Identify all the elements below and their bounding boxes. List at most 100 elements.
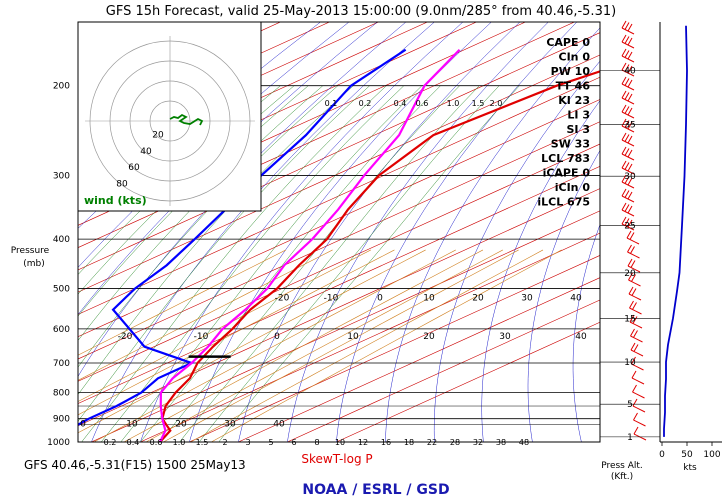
hodograph-trace	[169, 113, 204, 126]
isotherm	[78, 143, 600, 382]
bottom-mixing-ratio-label: 32	[473, 438, 483, 447]
wind-barb	[633, 419, 646, 427]
mixing-ratio-label: 1.5	[472, 99, 485, 108]
wind-barb-flag	[627, 244, 632, 253]
isotherm	[78, 54, 600, 293]
index-pw: PW 10	[551, 65, 591, 78]
wind-barb-flag	[627, 65, 633, 74]
mixing-ratio-line	[162, 249, 519, 442]
bottom-mixing-ratio-label: 28	[450, 438, 460, 447]
wind-barb-flag	[630, 328, 635, 337]
index-ki: KI 23	[558, 94, 590, 107]
altitude-tick-label: 20	[624, 269, 636, 279]
pressure-tick-label: 800	[53, 389, 70, 399]
wind-barb-flag	[627, 51, 633, 60]
bottom-mixing-ratio-label: 2	[222, 438, 227, 447]
bottom-mixing-ratio-label: 1.5	[196, 438, 209, 447]
wind-barb	[627, 251, 640, 259]
bottom-mixing-ratio-label: 3	[245, 438, 250, 447]
mixing-ratio-label: 0.4	[394, 99, 407, 108]
wind-barb-flag	[624, 78, 630, 86]
hodograph-ring-label: 20	[152, 130, 164, 140]
bottom-mixing-ratio-label: 0.4	[127, 438, 140, 447]
footer-diagram-name: SkewT-log P	[301, 452, 372, 466]
credit-label: NOAA / ESRL / GSD	[302, 482, 449, 498]
isotherm	[286, 299, 600, 442]
pressure-tick-label: 1000	[47, 438, 70, 448]
bottom-mixing-ratio-label: 10	[335, 438, 345, 447]
isotherm	[78, 22, 429, 182]
wind-barb-flag	[629, 300, 634, 309]
wind-barb-flag	[627, 191, 633, 200]
wind-barb-flag	[621, 188, 627, 197]
mixing-ratio-label: 2.0	[490, 99, 503, 108]
isotherm	[335, 321, 600, 442]
wind-barb-flag	[632, 316, 638, 324]
wind-barb-flag	[621, 34, 627, 43]
altitude-tick-label: 40	[624, 67, 636, 77]
pressure-tick-label: 200	[53, 82, 70, 92]
side-temperature-label: 0	[274, 332, 280, 342]
wind-barb-flag	[628, 272, 633, 281]
mixing-ratio-line	[210, 249, 562, 442]
wind-barb	[632, 391, 645, 399]
index-cin: CIn 0	[559, 51, 591, 64]
side-temperature-label: 30	[499, 332, 511, 342]
mixing-ratio-line	[78, 249, 426, 434]
side-temperature-label: 40	[575, 332, 587, 342]
mixing-ratio-line	[93, 249, 456, 442]
lower-temperature-tick-label: 20	[175, 420, 187, 430]
dewpoint-trace	[78, 48, 407, 426]
bottom-mixing-ratio-label: 48	[519, 438, 529, 447]
dry-adiabat	[660, 22, 722, 453]
wind-barb	[628, 293, 642, 301]
bottom-mixing-ratio-label: 0.6	[150, 438, 163, 447]
pressure-tick-label: 500	[53, 285, 70, 295]
wind-barb-flag	[627, 107, 633, 116]
dry-adiabat	[433, 60, 600, 442]
wind-barb-flag	[621, 146, 627, 155]
altitude-tick-label: 25	[624, 221, 635, 231]
wind-barb-flag	[624, 22, 630, 30]
lower-temperature-tick-label: 0	[80, 420, 86, 430]
wind-barb-flag	[631, 274, 636, 282]
altitude-tick-label: 35	[624, 121, 635, 131]
dry-adiabat	[617, 22, 722, 453]
pressure-tick-label: 400	[53, 235, 70, 245]
wind-barb-flag	[624, 92, 630, 100]
bottom-mixing-ratio-label: 22	[427, 438, 437, 447]
wind-barb-flag	[621, 132, 627, 141]
isotherm	[78, 22, 478, 204]
lower-temperature-tick-label: 10	[126, 420, 138, 430]
side-temperature-label: 20	[423, 332, 435, 342]
pressure-axis-label: Pressure (mb)	[11, 246, 50, 269]
wind-barb-flag	[621, 202, 627, 211]
hodograph-ring-label: 40	[140, 147, 152, 157]
wind-barb-flag	[627, 149, 633, 158]
speed-unit-label: kts	[683, 463, 697, 473]
altitude-tick-label: 1	[627, 433, 633, 443]
wind-barb-flag	[624, 204, 630, 212]
mixing-ratio-label: 0.6	[416, 99, 429, 108]
wind-barb-flag	[621, 216, 627, 225]
temperature-tick-label: 0	[377, 294, 383, 304]
wind-barb-flag	[624, 148, 630, 156]
pressure-tick-label: 900	[53, 415, 70, 425]
wind-barbs	[621, 20, 647, 441]
wind-barb-flag	[626, 230, 632, 239]
isotherm	[78, 188, 600, 427]
index-icape: iCAPE 0	[543, 167, 591, 180]
wind-barb-flag	[630, 342, 636, 351]
temperature-tick-label: 30	[521, 294, 533, 304]
altitude-tick-label: 5	[627, 400, 633, 410]
lower-temperature-tick-label: 40	[273, 420, 285, 430]
temperature-trace	[159, 70, 600, 442]
speed-tick-label: 50	[681, 450, 693, 460]
wind-barb-flag	[628, 286, 634, 295]
dry-adiabat	[287, 22, 549, 442]
bottom-mixing-ratio-label: 16	[381, 438, 391, 447]
dry-adiabat	[701, 22, 722, 453]
bottom-mixing-ratio-label: 18	[404, 438, 414, 447]
index-ilcl: iLCL 675	[537, 196, 590, 209]
wind-barb-flag	[629, 232, 635, 240]
